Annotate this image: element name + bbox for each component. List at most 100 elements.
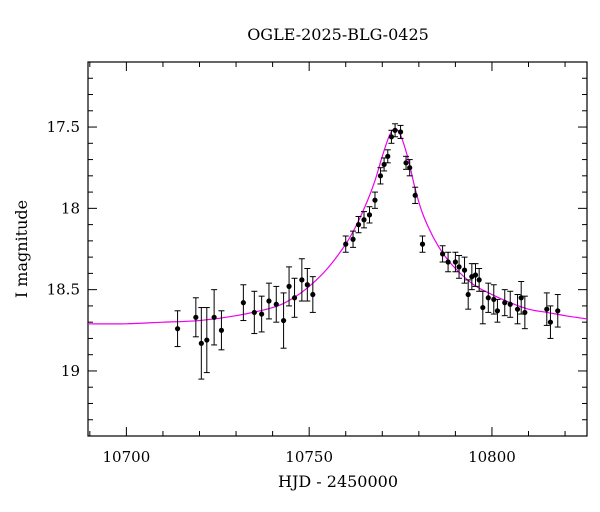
- data-point-marker: [547, 319, 554, 325]
- plot-frame: [87, 61, 588, 437]
- data-point-marker: [440, 251, 446, 257]
- data-point: [397, 124, 404, 139]
- data-point: [258, 295, 265, 333]
- data-point-marker: [397, 129, 404, 135]
- y-axis-label: I magnitude: [12, 200, 31, 298]
- data-point: [501, 289, 508, 317]
- data-point-marker: [480, 304, 486, 311]
- data-point: [350, 230, 357, 248]
- data-point-marker: [372, 197, 378, 203]
- data-point: [251, 290, 258, 335]
- model-curve: [87, 128, 588, 325]
- data-point: [265, 282, 272, 320]
- data-point-marker: [385, 153, 391, 159]
- data-point: [445, 251, 452, 273]
- data-point: [461, 256, 468, 284]
- data-point: [439, 245, 446, 263]
- data-point-marker: [445, 259, 451, 265]
- data-point-marker: [211, 314, 217, 320]
- data-point: [547, 305, 554, 339]
- data-point: [543, 292, 550, 326]
- data-point-marker: [218, 327, 225, 333]
- chart-title: OGLE-2025-BLG-0425: [247, 25, 429, 44]
- data-point-marker: [240, 300, 246, 306]
- y-tick-label: 17.5: [47, 118, 80, 136]
- data-point: [485, 282, 492, 313]
- data-point: [388, 129, 395, 144]
- data-point-marker: [419, 241, 426, 247]
- data-point-marker: [291, 295, 298, 301]
- data-point: [211, 289, 218, 346]
- data-point-marker: [491, 296, 497, 303]
- data-point-marker: [465, 291, 471, 298]
- data-point-marker: [251, 309, 257, 316]
- data-point-marker: [485, 295, 491, 301]
- data-point: [381, 157, 388, 172]
- data-point-marker: [522, 309, 528, 316]
- data-point: [304, 268, 311, 302]
- y-tick-label: 18: [61, 199, 80, 217]
- data-point-marker: [280, 317, 287, 324]
- data-point-marker: [343, 241, 349, 247]
- y-axis-tick-labels: 17.5 18 18.5 19: [47, 118, 80, 380]
- data-point: [192, 297, 199, 338]
- data-point: [465, 279, 472, 310]
- data-point-marker: [388, 134, 395, 140]
- data-point: [309, 276, 316, 313]
- x-tick-label: 10800: [468, 448, 516, 466]
- data-point: [377, 167, 384, 185]
- data-point-marker: [350, 236, 356, 242]
- data-point-marker: [555, 308, 561, 314]
- data-point: [371, 191, 378, 209]
- data-point-marker: [198, 340, 204, 346]
- data-point-marker: [514, 306, 521, 312]
- data-point-marker: [494, 308, 501, 314]
- data-point-marker: [476, 277, 482, 283]
- data-point-marker: [310, 291, 316, 298]
- data-points: [174, 123, 561, 380]
- data-point-marker: [266, 298, 272, 304]
- data-point-marker: [392, 127, 398, 133]
- data-point: [494, 298, 501, 323]
- data-point: [479, 290, 486, 325]
- data-point: [384, 149, 391, 164]
- data-point: [286, 266, 293, 307]
- data-point-marker: [273, 301, 279, 307]
- data-point: [507, 290, 514, 318]
- data-point-marker: [452, 259, 458, 265]
- data-point-marker: [403, 160, 409, 166]
- data-point: [490, 284, 497, 315]
- axis-ticks: [88, 61, 587, 437]
- data-point: [412, 186, 419, 204]
- data-point-marker: [193, 314, 199, 320]
- data-point-marker: [472, 272, 479, 278]
- data-point: [203, 307, 210, 374]
- x-tick-label: 10750: [285, 448, 333, 466]
- data-point-marker: [507, 301, 513, 307]
- data-point: [280, 292, 287, 349]
- data-point: [291, 277, 298, 318]
- y-tick-label: 18.5: [47, 281, 80, 299]
- x-axis-label: HJD - 2450000: [278, 472, 398, 491]
- data-point: [392, 123, 399, 138]
- data-point-marker: [174, 326, 181, 332]
- y-tick-label: 19: [61, 362, 80, 380]
- data-point-marker: [204, 337, 210, 343]
- x-tick-label: 10700: [103, 448, 151, 466]
- data-point: [452, 251, 459, 273]
- data-point-marker: [412, 192, 418, 198]
- data-point: [419, 235, 426, 253]
- data-point: [355, 215, 362, 234]
- data-point: [342, 235, 349, 253]
- data-point-marker: [407, 165, 413, 171]
- data-point-marker: [259, 311, 265, 317]
- data-point: [406, 159, 413, 177]
- data-point: [456, 255, 463, 279]
- data-point-marker: [502, 300, 508, 306]
- data-point: [514, 294, 521, 325]
- data-point: [240, 284, 247, 322]
- data-point: [174, 310, 181, 348]
- data-point: [361, 211, 368, 229]
- data-point-marker: [355, 222, 362, 228]
